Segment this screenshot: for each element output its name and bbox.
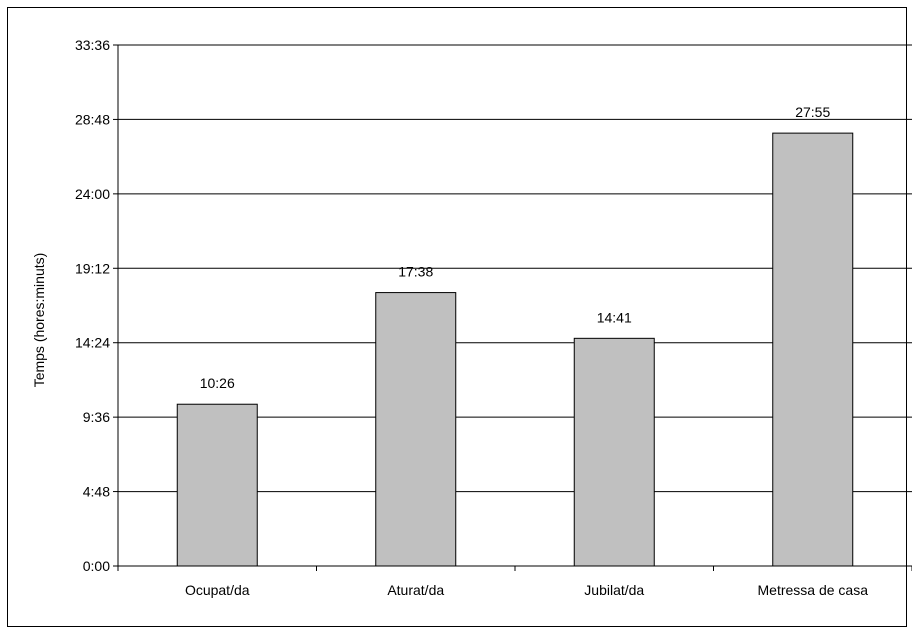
chart-frame [7,7,907,627]
bars [176,132,854,567]
y-tick-label: 24:00 [75,186,110,202]
x-category-label: Aturat/da [387,582,444,598]
y-tick-label: 4:48 [83,484,110,500]
y-tick-label: 0:00 [83,558,110,574]
data-label: 10:26 [200,375,235,391]
y-tick-label: 9:36 [83,409,110,425]
bar [573,337,655,567]
data-label: 14:41 [597,309,632,325]
axes [113,44,912,571]
data-label: 27:55 [795,104,830,120]
labels: 0:00 4:48 9:36 14:24 19:12 24:00 28:48 33:36 10:… [75,37,868,598]
data-label: 17:38 [398,264,433,280]
x-category-label: Ocupat/da [185,582,250,598]
y-axis-title: Temps (hores:minuts) [31,253,47,388]
y-tick-label: 19:12 [75,260,110,276]
y-tick-label: 14:24 [75,335,110,351]
bar [375,292,457,567]
y-tick-label: 28:48 [75,111,110,127]
y-tick-label: 33:36 [75,37,110,53]
bar [772,132,854,567]
x-category-label: Jubilat/da [584,582,644,598]
x-category-label: Metressa de casa [758,582,869,598]
bar [176,403,258,567]
